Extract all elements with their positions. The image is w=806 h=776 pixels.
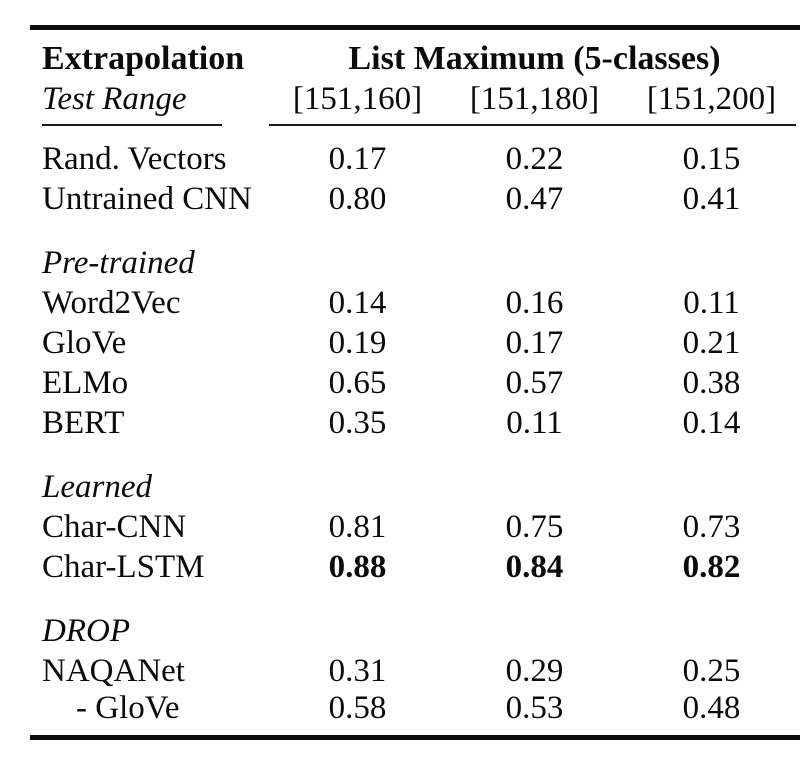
cell-value: 0.21 [682, 325, 741, 361]
cell-value: 0.65 [328, 365, 387, 401]
row-label: ELMo [42, 365, 129, 401]
header-rule-row [30, 118, 800, 131]
cell-value: 0.88 [328, 549, 387, 585]
section-label: Pre-trained [42, 245, 195, 281]
cell-value: 0.16 [505, 285, 564, 321]
cell-value: 0.57 [505, 365, 564, 401]
header-row-main: Extrapolation List Maximum (5-classes) [30, 30, 800, 78]
cell-value: 0.48 [682, 690, 741, 726]
results-table: Extrapolation List Maximum (5-classes) T… [30, 25, 800, 740]
table-row: Word2Vec 0.14 0.16 0.11 [30, 282, 800, 322]
table-row: Rand. Vectors 0.17 0.22 0.15 [30, 131, 800, 178]
cell-value: 0.47 [505, 181, 564, 217]
row-label: Word2Vec [42, 285, 181, 321]
table-row: - GloVe 0.58 0.53 0.48 [30, 690, 800, 735]
cell-value: 0.35 [328, 405, 387, 441]
row-label: GloVe [42, 325, 127, 361]
cell-value: 0.82 [682, 549, 741, 585]
cell-value: 0.17 [328, 141, 387, 177]
cell-value: 0.73 [682, 509, 741, 545]
top-rule [30, 25, 800, 30]
table-row: BERT 0.35 0.11 0.14 [30, 402, 800, 442]
section-label: Learned [42, 469, 152, 505]
column-header-range-2: [151,180] [469, 81, 600, 117]
section-header-row: DROP [30, 586, 800, 650]
cell-value: 0.58 [328, 690, 387, 726]
cell-value: 0.14 [328, 285, 387, 321]
cell-value: 0.29 [505, 653, 564, 689]
cell-value: 0.41 [682, 181, 741, 217]
section-label: DROP [42, 613, 130, 649]
cell-value: 0.38 [682, 365, 741, 401]
section-header-row: Pre-trained [30, 218, 800, 282]
cell-value: 0.53 [505, 690, 564, 726]
table-row: Char-CNN 0.81 0.75 0.73 [30, 506, 800, 546]
header-row-ranges: Test Range [151,160] [151,180] [151,200] [30, 78, 800, 118]
extrapolation-table: Extrapolation List Maximum (5-classes) T… [30, 30, 800, 735]
row-label: Char-CNN [42, 509, 187, 545]
table-row: ELMo 0.65 0.57 0.38 [30, 362, 800, 402]
cell-value: 0.80 [328, 181, 387, 217]
cell-value: 0.25 [682, 653, 741, 689]
cell-value: 0.75 [505, 509, 564, 545]
cell-value: 0.17 [505, 325, 564, 361]
test-range-label: Test Range [42, 81, 187, 117]
table-row: Untrained CNN 0.80 0.47 0.41 [30, 178, 800, 218]
table-row: GloVe 0.19 0.17 0.21 [30, 322, 800, 362]
cell-value: 0.11 [506, 405, 563, 441]
group-header: List Maximum (5-classes) [348, 40, 721, 77]
header-rule-left [42, 124, 222, 126]
bottom-rule [30, 735, 800, 740]
cell-value: 0.14 [682, 405, 741, 441]
table-row: NAQANet 0.31 0.29 0.25 [30, 650, 800, 690]
row-label: BERT [42, 405, 125, 441]
cell-value: 0.19 [328, 325, 387, 361]
table-row: Char-LSTM 0.88 0.84 0.82 [30, 546, 800, 586]
row-label: NAQANet [42, 653, 185, 689]
column-header-range-1: [151,160] [292, 81, 423, 117]
cell-value: 0.15 [682, 141, 741, 177]
cell-value: 0.11 [683, 285, 740, 321]
section-header-row: Learned [30, 442, 800, 506]
row-label: Char-LSTM [42, 549, 205, 585]
header-rule-right [269, 124, 797, 126]
corner-header: Extrapolation [42, 40, 245, 77]
row-label: - GloVe [76, 690, 180, 726]
row-label: Untrained CNN [42, 181, 252, 217]
cell-value: 0.22 [505, 141, 564, 177]
row-label: Rand. Vectors [42, 141, 227, 177]
cell-value: 0.81 [328, 509, 387, 545]
column-header-range-3: [151,200] [646, 81, 777, 117]
cell-value: 0.84 [505, 549, 564, 585]
cell-value: 0.31 [328, 653, 387, 689]
